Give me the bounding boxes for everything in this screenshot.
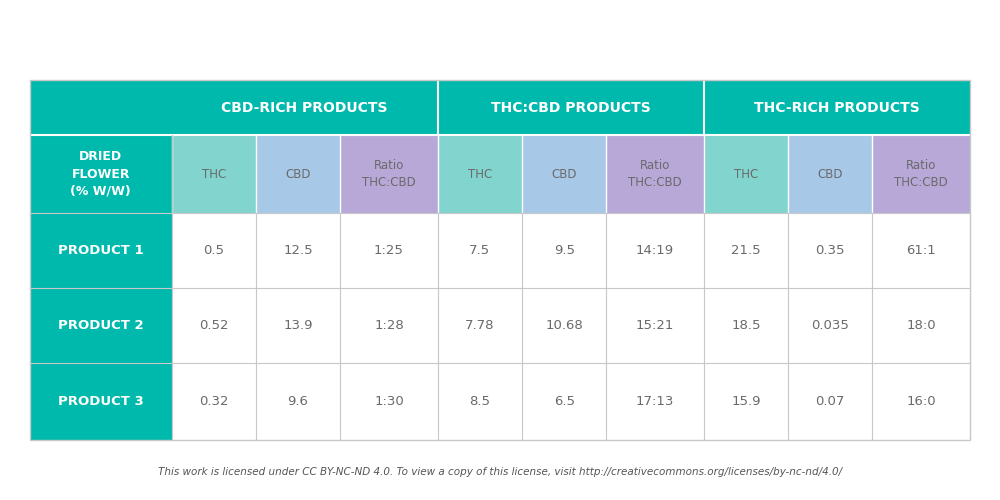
Text: PRODUCT 1: PRODUCT 1 bbox=[58, 244, 144, 257]
Bar bbox=[30, 80, 970, 440]
Text: 7.5: 7.5 bbox=[469, 244, 490, 257]
Text: 1:30: 1:30 bbox=[374, 395, 404, 408]
Text: Ratio
THC:CBD: Ratio THC:CBD bbox=[362, 159, 416, 189]
Bar bbox=[872, 135, 970, 213]
Text: 6.5: 6.5 bbox=[554, 395, 575, 408]
Bar bbox=[30, 135, 172, 213]
Text: 21.5: 21.5 bbox=[731, 244, 761, 257]
Bar bbox=[172, 363, 970, 440]
Bar bbox=[522, 135, 606, 213]
Text: 0.5: 0.5 bbox=[203, 244, 224, 257]
Bar bbox=[340, 135, 438, 213]
Text: This work is licensed under CC BY-NC-ND 4.0. To view a copy of this license, vis: This work is licensed under CC BY-NC-ND … bbox=[158, 467, 842, 477]
Text: 0.32: 0.32 bbox=[199, 395, 229, 408]
Text: 0.35: 0.35 bbox=[815, 244, 845, 257]
Text: 16:0: 16:0 bbox=[906, 395, 936, 408]
Bar bbox=[30, 288, 172, 363]
Text: 9.6: 9.6 bbox=[288, 395, 308, 408]
Text: PRODUCT 2: PRODUCT 2 bbox=[58, 319, 144, 332]
Text: 17:13: 17:13 bbox=[636, 395, 674, 408]
Bar bbox=[788, 135, 872, 213]
Text: 7.78: 7.78 bbox=[465, 319, 495, 332]
Text: 0.035: 0.035 bbox=[811, 319, 849, 332]
Text: CBD: CBD bbox=[817, 168, 843, 180]
Bar bbox=[704, 135, 788, 213]
Text: CBD-RICH PRODUCTS: CBD-RICH PRODUCTS bbox=[221, 100, 388, 114]
Text: THC: THC bbox=[202, 168, 226, 180]
Text: 0.07: 0.07 bbox=[816, 395, 845, 408]
Bar bbox=[172, 288, 970, 363]
Text: 9.5: 9.5 bbox=[554, 244, 575, 257]
Text: Ratio
THC:CBD: Ratio THC:CBD bbox=[894, 159, 948, 189]
Text: Ratio
THC:CBD: Ratio THC:CBD bbox=[628, 159, 682, 189]
Text: 0.52: 0.52 bbox=[199, 319, 229, 332]
Text: PRODUCT 3: PRODUCT 3 bbox=[58, 395, 144, 408]
Bar bbox=[172, 135, 256, 213]
Text: THC-RICH PRODUCTS: THC-RICH PRODUCTS bbox=[754, 100, 920, 114]
Bar bbox=[30, 213, 172, 288]
Text: THC: THC bbox=[734, 168, 758, 180]
Bar bbox=[438, 135, 522, 213]
Bar bbox=[30, 80, 970, 135]
Text: 14:19: 14:19 bbox=[636, 244, 674, 257]
Text: 1:28: 1:28 bbox=[374, 319, 404, 332]
Text: 1:25: 1:25 bbox=[374, 244, 404, 257]
Text: 15:21: 15:21 bbox=[636, 319, 674, 332]
Bar bbox=[606, 135, 704, 213]
Text: 18.5: 18.5 bbox=[731, 319, 761, 332]
Bar bbox=[256, 135, 340, 213]
Text: 12.5: 12.5 bbox=[283, 244, 313, 257]
Text: THC:CBD PRODUCTS: THC:CBD PRODUCTS bbox=[491, 100, 651, 114]
Text: 10.68: 10.68 bbox=[545, 319, 583, 332]
Text: CBD: CBD bbox=[285, 168, 311, 180]
Bar bbox=[30, 363, 172, 440]
Text: 8.5: 8.5 bbox=[469, 395, 490, 408]
Text: 15.9: 15.9 bbox=[731, 395, 761, 408]
Text: DRIED
FLOWER
(% W/W): DRIED FLOWER (% W/W) bbox=[70, 150, 131, 198]
Text: 18:0: 18:0 bbox=[906, 319, 936, 332]
Text: 13.9: 13.9 bbox=[283, 319, 313, 332]
Bar bbox=[172, 213, 970, 288]
Text: CBD: CBD bbox=[551, 168, 577, 180]
Text: THC: THC bbox=[468, 168, 492, 180]
Text: 61:1: 61:1 bbox=[906, 244, 936, 257]
